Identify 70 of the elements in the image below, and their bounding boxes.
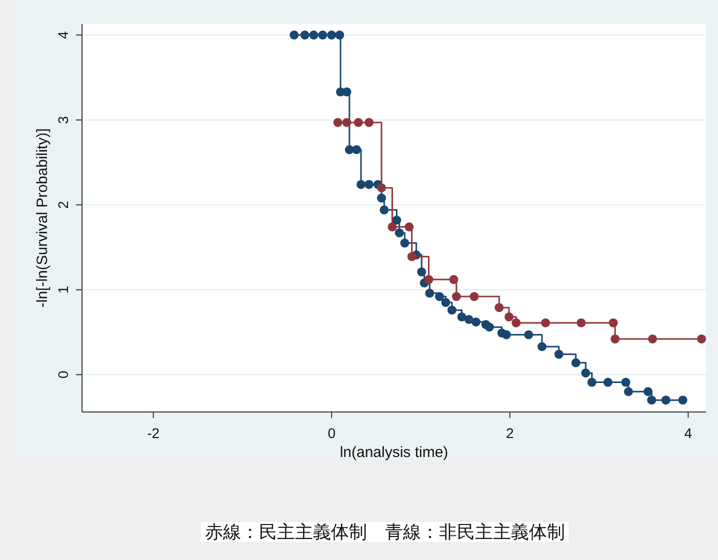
point bbox=[504, 312, 514, 322]
point bbox=[364, 118, 374, 127]
point bbox=[335, 30, 344, 40]
x-tick-label: 4 bbox=[684, 425, 692, 441]
point bbox=[447, 306, 456, 315]
point bbox=[603, 378, 612, 387]
point bbox=[424, 275, 434, 284]
point bbox=[407, 252, 416, 262]
point bbox=[678, 396, 688, 405]
point bbox=[417, 267, 426, 276]
x-tick-label: -2 bbox=[147, 425, 160, 441]
y-tick-label: 0 bbox=[55, 370, 71, 379]
point bbox=[571, 358, 580, 368]
point bbox=[356, 180, 366, 189]
point bbox=[457, 312, 466, 322]
point bbox=[364, 180, 374, 189]
point bbox=[400, 238, 410, 248]
y-tick-label: 1 bbox=[55, 286, 71, 294]
point bbox=[464, 314, 474, 324]
point bbox=[388, 222, 397, 232]
point bbox=[661, 396, 670, 405]
point bbox=[404, 222, 414, 232]
point bbox=[377, 183, 386, 192]
point bbox=[524, 330, 534, 340]
point bbox=[342, 118, 352, 127]
point bbox=[380, 205, 389, 214]
point bbox=[452, 292, 461, 302]
point bbox=[484, 322, 494, 332]
point bbox=[300, 30, 310, 40]
x-axis-title: ln(analysis time) bbox=[340, 444, 448, 461]
point bbox=[425, 288, 434, 298]
point bbox=[502, 330, 511, 340]
point bbox=[472, 318, 481, 327]
point bbox=[394, 228, 404, 238]
y-tick-label: 4 bbox=[55, 30, 71, 39]
point bbox=[434, 292, 444, 302]
point bbox=[327, 30, 336, 40]
point bbox=[541, 318, 550, 328]
point bbox=[581, 368, 590, 378]
text: 赤線：民主主義体制 青線：非民主主義体制 bbox=[205, 522, 565, 542]
point bbox=[621, 378, 630, 387]
y-tick-label: 3 bbox=[55, 116, 71, 124]
point bbox=[644, 387, 653, 396]
y-axis-title: -ln[-ln(Survival Probability)] bbox=[34, 128, 51, 308]
x-tick-label: 0 bbox=[328, 425, 336, 441]
point bbox=[512, 318, 521, 328]
point bbox=[554, 350, 564, 359]
point bbox=[309, 30, 318, 40]
point bbox=[608, 318, 618, 328]
point bbox=[377, 194, 386, 203]
point bbox=[537, 342, 546, 352]
point bbox=[624, 387, 633, 396]
point bbox=[333, 118, 342, 127]
point bbox=[576, 318, 586, 328]
point bbox=[441, 298, 450, 307]
point bbox=[647, 396, 656, 405]
point bbox=[449, 275, 458, 284]
x-tick-label: 2 bbox=[506, 425, 514, 441]
point bbox=[610, 334, 620, 344]
point bbox=[392, 216, 402, 225]
point bbox=[648, 334, 658, 344]
point bbox=[494, 303, 504, 312]
point bbox=[587, 378, 596, 387]
point bbox=[352, 145, 362, 154]
point bbox=[354, 118, 363, 127]
point bbox=[290, 30, 299, 40]
y-tick-label: 2 bbox=[55, 200, 71, 209]
point bbox=[697, 334, 706, 344]
point bbox=[318, 30, 328, 40]
point bbox=[470, 292, 479, 302]
